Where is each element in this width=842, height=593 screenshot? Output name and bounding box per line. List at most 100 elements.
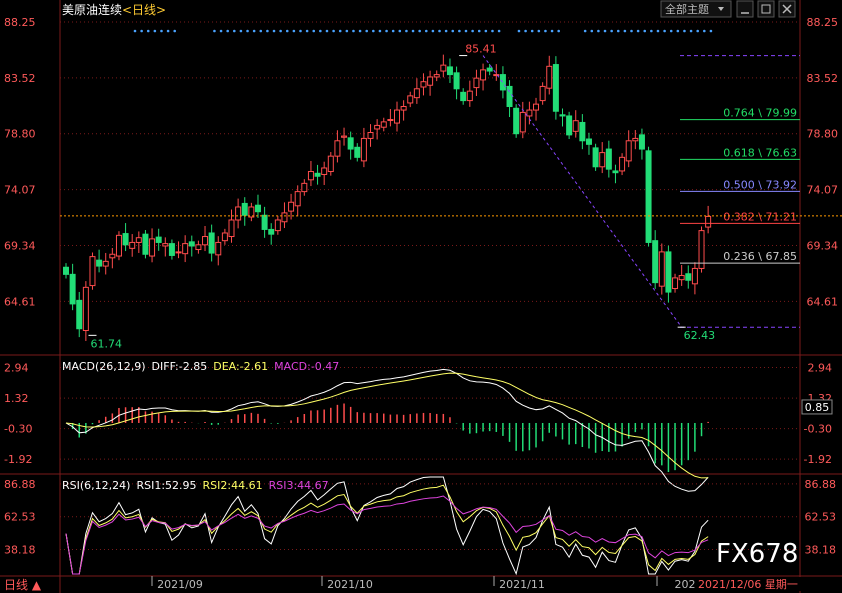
candle-body: [486, 67, 493, 72]
candle-body: [76, 299, 83, 330]
event-marker-dot: [603, 29, 607, 33]
event-marker-dot: [160, 29, 163, 33]
rsi-tick-left: 86.88: [4, 478, 36, 491]
fib-level-label: 0.236 \ 67.85: [723, 250, 797, 263]
event-marker-dot: [557, 29, 560, 33]
event-marker-dot: [471, 29, 474, 33]
event-marker-dot: [239, 29, 243, 33]
event-marker-dot: [312, 29, 316, 33]
event-marker-dot: [358, 29, 362, 33]
macd-tick-left: -0.30: [4, 423, 32, 436]
window-restore-button[interactable]: [757, 0, 775, 18]
candle-body: [473, 77, 480, 89]
event-marker-dot: [650, 29, 653, 33]
candle-body: [407, 95, 414, 104]
macd-tick-right: 2.94: [808, 362, 833, 375]
event-marker-dot: [133, 29, 137, 33]
price-tick-left: 78.80: [4, 128, 36, 141]
rsi-tick-right: 38.18: [805, 544, 837, 557]
event-marker-dot: [140, 29, 143, 33]
candle-body: [665, 251, 672, 293]
candle-body: [221, 232, 228, 242]
event-marker-dot: [372, 29, 375, 33]
event-marker-dot: [345, 29, 349, 33]
fib-trend-line: [482, 55, 683, 328]
candle-body: [480, 69, 487, 81]
window-minimize-button[interactable]: [736, 0, 754, 18]
event-marker-dot: [669, 29, 673, 33]
price-tick-left: 74.07: [4, 184, 36, 197]
candle-body: [526, 109, 533, 117]
event-marker-dot: [233, 29, 236, 33]
candle-body: [96, 259, 103, 267]
candle-body: [248, 206, 255, 218]
candle-body: [347, 137, 354, 150]
candle-body: [394, 109, 400, 124]
rsi3-line: [65, 495, 709, 575]
event-marker-dot: [610, 29, 613, 33]
event-marker-dot: [663, 29, 666, 33]
event-marker-dot: [252, 29, 256, 33]
candle-body: [354, 146, 361, 158]
event-marker-dot: [226, 29, 229, 33]
rsi2-line: [65, 484, 709, 575]
event-marker-dot: [544, 29, 547, 33]
event-marker-dot: [431, 29, 435, 33]
event-marker-dot: [153, 29, 157, 33]
low-price-label-left: 61.74: [90, 337, 122, 350]
event-marker-dot: [246, 29, 249, 33]
theme-dropdown[interactable]: [660, 0, 732, 18]
candle-body: [632, 137, 639, 142]
candle-body: [678, 275, 685, 281]
candle-body: [652, 240, 659, 284]
price-tick-left: 83.52: [4, 72, 36, 85]
period-selector[interactable]: 日线 ▲: [4, 578, 42, 592]
candle-body: [63, 266, 69, 275]
event-marker-dot: [391, 29, 395, 33]
event-marker-dot: [219, 29, 223, 33]
event-marker-dot: [477, 29, 481, 33]
candle-body: [115, 234, 122, 257]
candle-body: [69, 273, 76, 305]
candle-body: [658, 251, 665, 287]
event-marker-dot: [319, 29, 322, 33]
event-marker-dot: [491, 29, 494, 33]
candle-body: [162, 243, 169, 247]
candle-body: [175, 251, 182, 254]
candle-body: [705, 215, 712, 228]
candle-body: [281, 212, 288, 223]
event-marker-dot: [683, 29, 686, 33]
candle-body: [413, 88, 420, 99]
candle-body: [440, 64, 447, 72]
event-marker-dot: [590, 29, 594, 33]
candle-body: [241, 202, 248, 216]
candle-body: [341, 135, 348, 138]
macd-tick-right: -1.92: [804, 453, 832, 466]
event-marker-dot: [418, 29, 421, 33]
current-date-label: 2021/12/06 星期一: [698, 578, 798, 591]
event-marker-dot: [636, 29, 640, 33]
candle-body: [327, 155, 334, 173]
time-tick-label: 2021/10: [327, 578, 373, 591]
fib-level-label: 0.618 \ 76.63: [723, 146, 797, 159]
event-marker-dot: [166, 29, 170, 33]
event-marker-dot: [365, 29, 369, 33]
candle-body: [698, 230, 705, 269]
window-close-icon: [782, 4, 792, 14]
event-marker-dot: [338, 29, 342, 33]
event-marker-dot: [378, 29, 382, 33]
price-tick-right: 78.80: [807, 128, 839, 141]
candle-body: [453, 72, 460, 90]
candle-body: [202, 236, 209, 246]
candle-body: [493, 74, 500, 77]
candle-body: [446, 66, 453, 76]
candle-body: [638, 134, 645, 150]
candle-body: [585, 138, 592, 145]
window-restore-icon: [761, 4, 771, 14]
candle-body: [605, 148, 612, 170]
date-label-bg: [696, 577, 806, 591]
candle-body: [579, 121, 586, 142]
event-marker-dot: [464, 29, 468, 33]
event-marker-dot: [146, 29, 150, 33]
